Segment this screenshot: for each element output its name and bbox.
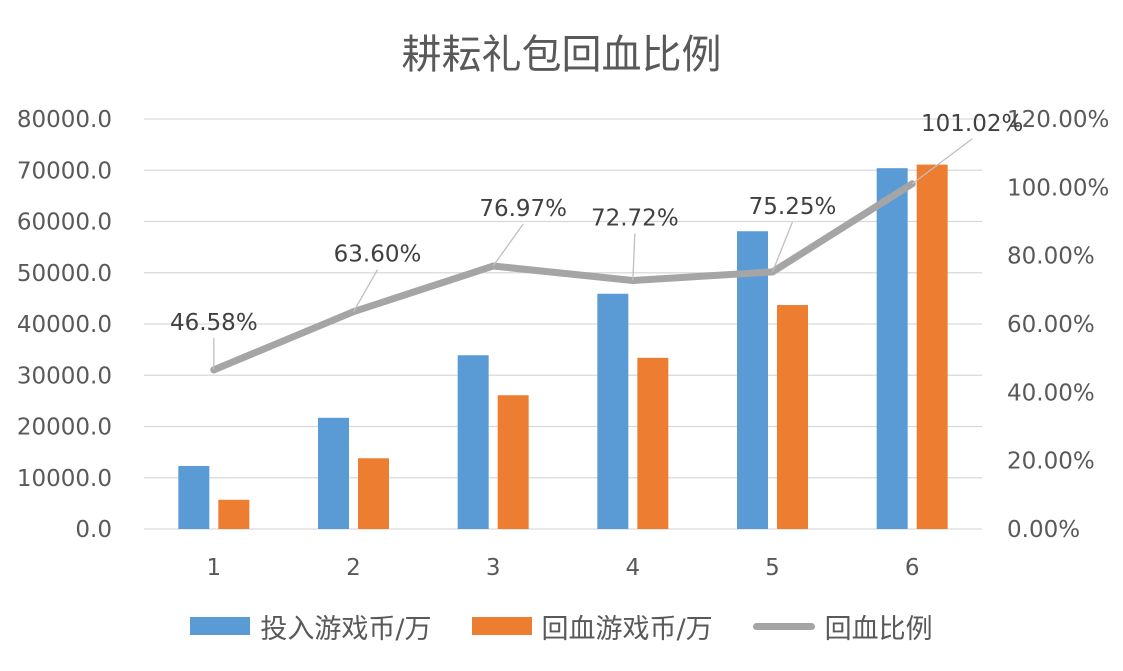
bars xyxy=(178,164,948,530)
y-right-tick-label: 40.00% xyxy=(1007,380,1095,406)
ratio-line-path xyxy=(210,180,916,374)
x-tick-label: 3 xyxy=(486,555,501,581)
bar-return xyxy=(218,499,250,529)
y-left-tick-label: 10000.0 xyxy=(17,466,112,492)
legend-item-ratio[interactable]: 回血比例 xyxy=(752,607,933,646)
data-labels: 46.58% 63.60% 76.97% 72.72% 75.25% 101.02% xyxy=(170,111,1023,370)
legend-label-invest: 投入游戏币/万 xyxy=(260,613,432,645)
chart-title: 耕耘礼包回血比例 xyxy=(401,32,722,78)
y-right-tick-label: 120.00% xyxy=(1007,107,1109,133)
legend-swatch-ratio xyxy=(752,622,815,630)
y-left-tick-label: 70000.0 xyxy=(17,158,112,184)
y-right-tick-label: 60.00% xyxy=(1007,312,1095,338)
legend: 投入游戏币/万 回血游戏币/万 回血比例 xyxy=(0,606,1123,646)
bar-return xyxy=(358,458,389,529)
y-right-tick-label: 80.00% xyxy=(1007,244,1095,270)
legend-item-return[interactable]: 回血游戏币/万 xyxy=(471,607,713,646)
y-left-tick-label: 60000.0 xyxy=(17,210,112,236)
x-tick-label: 5 xyxy=(765,555,780,581)
ratio-data-label: 76.97% xyxy=(479,196,567,222)
ratio-data-label: 101.02% xyxy=(921,111,1023,137)
legend-swatch-invest xyxy=(190,617,251,635)
ratio-data-label: 46.58% xyxy=(170,310,258,336)
bar-return xyxy=(637,357,669,529)
ratio-data-label: 63.60% xyxy=(334,242,422,268)
bar-invest xyxy=(178,465,210,529)
gridlines xyxy=(144,118,982,530)
bar-return xyxy=(916,164,948,530)
label-leader-line xyxy=(492,223,524,267)
ratio-data-label: 72.72% xyxy=(591,206,679,232)
bar-invest xyxy=(457,355,489,529)
y-right-tick-label: 20.00% xyxy=(1007,449,1095,475)
label-leader-line xyxy=(632,233,636,281)
y-left-tick-label: 80000.0 xyxy=(17,107,112,133)
legend-label-ratio: 回血比例 xyxy=(824,613,933,645)
x-tick-label: 1 xyxy=(207,555,222,581)
x-axis: 1 2 3 4 5 6 xyxy=(207,555,920,581)
y-right-tick-label: 100.00% xyxy=(1007,175,1109,201)
y-right-tick-label: 0.00% xyxy=(1007,517,1080,543)
y-left-tick-label: 40000.0 xyxy=(17,312,112,338)
bar-invest xyxy=(597,293,629,529)
y-left-tick-label: 50000.0 xyxy=(17,261,112,287)
bar-return xyxy=(497,395,529,529)
y-axis-left: 0.0 10000.0 20000.0 30000.0 40000.0 50000.0 60… xyxy=(17,107,112,543)
bar-invest xyxy=(737,231,768,530)
x-tick-label: 6 xyxy=(905,555,920,581)
bar-invest xyxy=(876,168,908,529)
legend-swatch-return xyxy=(471,617,532,635)
x-tick-label: 2 xyxy=(346,555,361,581)
y-axis-right: 0.00% 20.00% 40.00% 60.00% 80.00% 100.00% 120.… xyxy=(1007,107,1109,543)
label-leader-line xyxy=(911,138,973,185)
ratio-data-label: 75.25% xyxy=(749,194,837,220)
legend-label-return: 回血游戏币/万 xyxy=(541,613,713,645)
bar-invest xyxy=(318,417,349,529)
label-leader-line xyxy=(352,269,379,313)
label-leader-line xyxy=(771,221,794,273)
bar-return xyxy=(777,305,808,529)
y-left-tick-label: 30000.0 xyxy=(17,363,112,389)
x-tick-label: 4 xyxy=(626,555,641,581)
y-left-tick-label: 0.0 xyxy=(75,517,112,543)
legend-item-invest[interactable]: 投入游戏币/万 xyxy=(190,607,432,646)
y-left-tick-label: 20000.0 xyxy=(17,415,112,441)
